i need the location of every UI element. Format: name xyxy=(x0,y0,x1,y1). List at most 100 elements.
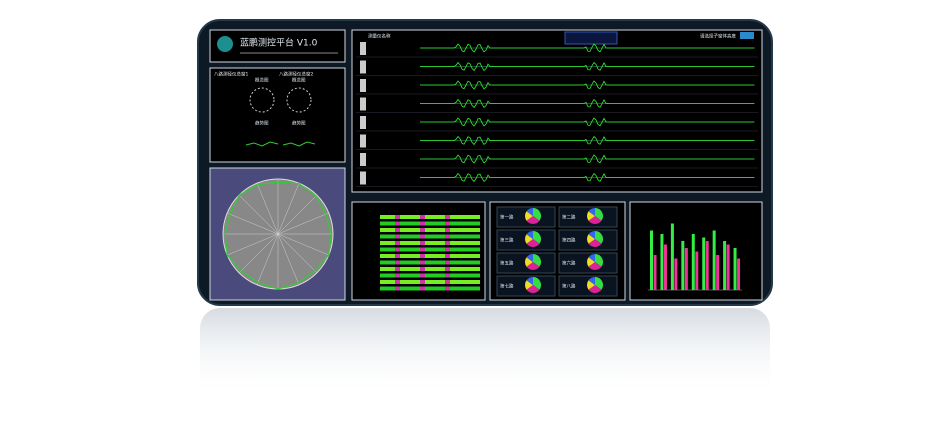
bar xyxy=(684,248,688,290)
table-cell xyxy=(395,241,400,245)
overview-panel xyxy=(209,67,346,163)
table-cell xyxy=(395,254,400,258)
table-cell xyxy=(445,241,450,245)
row-wave xyxy=(420,117,754,127)
table-cell xyxy=(420,221,425,226)
pie-slice xyxy=(595,277,603,290)
row-wave xyxy=(420,43,754,53)
pie-label: 第七路 xyxy=(500,283,514,290)
table-cell xyxy=(420,267,425,271)
row-tag xyxy=(360,97,366,111)
radar-spoke xyxy=(277,233,318,274)
table-cell xyxy=(420,254,425,258)
table-row xyxy=(380,221,480,226)
table-cell xyxy=(395,215,400,219)
table-cell xyxy=(395,228,400,232)
logo xyxy=(217,36,233,52)
pie-slice xyxy=(533,208,541,221)
bar xyxy=(660,234,664,290)
table-row xyxy=(380,247,480,252)
pie-slice xyxy=(533,231,541,244)
table-cell xyxy=(445,228,450,232)
table-row xyxy=(380,260,480,265)
table-cell xyxy=(445,221,450,226)
pie-slice xyxy=(525,280,533,290)
row-tag xyxy=(360,60,366,74)
table-cell xyxy=(420,247,425,252)
table-cell xyxy=(420,286,425,291)
radar-line xyxy=(224,181,332,290)
table-cell xyxy=(395,267,400,271)
bar xyxy=(691,234,695,290)
pie-slice xyxy=(525,234,533,244)
radar-spoke xyxy=(277,233,329,256)
pie-slice xyxy=(588,285,602,293)
row-tag xyxy=(360,134,366,148)
radar-spoke xyxy=(277,183,300,235)
table-row xyxy=(380,286,480,291)
bar xyxy=(716,255,720,290)
table-cell xyxy=(395,247,400,252)
radar-spoke xyxy=(277,212,329,235)
table-cell xyxy=(420,280,425,284)
table-row xyxy=(380,241,480,245)
pie-slice xyxy=(595,231,603,244)
window-label: 八路测径仪总窗1 xyxy=(214,71,248,78)
pie-slice xyxy=(587,234,595,244)
table-cell xyxy=(445,273,450,278)
radar-spoke xyxy=(227,233,279,256)
pie-slice xyxy=(533,277,541,290)
table-cell xyxy=(395,286,400,291)
table-row xyxy=(380,280,480,284)
table-cell xyxy=(395,234,400,239)
table-cell xyxy=(445,280,450,284)
pie-slice xyxy=(526,277,533,285)
mini-trend xyxy=(282,141,316,147)
height-select[interactable] xyxy=(740,32,754,39)
pie-slice xyxy=(525,257,533,267)
view-label: 概览图 xyxy=(255,77,269,84)
pie-label: 第五路 xyxy=(500,260,514,267)
table-cell xyxy=(395,273,400,278)
bar xyxy=(712,230,716,290)
table-cell xyxy=(420,273,425,278)
radar-spoke xyxy=(238,233,279,274)
radar-spoke xyxy=(277,233,300,285)
pie-slice xyxy=(588,208,595,216)
pie-slice xyxy=(526,254,533,262)
pie-label: 第三路 xyxy=(500,237,514,244)
pie-slice xyxy=(587,280,595,290)
table-cell xyxy=(420,260,425,265)
pie-slice xyxy=(526,231,533,239)
window-label: 八路测径仪总窗2 xyxy=(279,71,313,78)
pie-slice xyxy=(526,216,540,224)
radar-spoke xyxy=(256,233,279,285)
row-wave xyxy=(420,80,754,90)
row-wave xyxy=(420,154,754,164)
table-cell xyxy=(445,267,450,271)
radar-spoke xyxy=(227,212,279,235)
pie-slice xyxy=(587,211,595,221)
bar xyxy=(723,241,727,290)
row-tag xyxy=(360,79,366,92)
trend-panel xyxy=(351,29,763,193)
pie-label: 第一路 xyxy=(500,214,514,221)
row-wave xyxy=(420,61,754,72)
row-tag xyxy=(360,171,366,185)
view-label: 趋势图 xyxy=(255,120,269,127)
table-cell xyxy=(420,241,425,245)
table-cell xyxy=(395,221,400,226)
row-tag xyxy=(360,42,366,55)
pie-slice xyxy=(595,254,603,267)
selector[interactable] xyxy=(564,31,618,45)
row-wave xyxy=(420,135,754,146)
row-wave xyxy=(420,98,754,109)
table-cell xyxy=(395,280,400,284)
pie-slice xyxy=(588,231,595,239)
table-cell xyxy=(420,228,425,232)
bar xyxy=(695,251,699,290)
bar xyxy=(653,255,657,290)
pie-slice xyxy=(533,254,541,267)
pie-slice xyxy=(588,262,602,270)
